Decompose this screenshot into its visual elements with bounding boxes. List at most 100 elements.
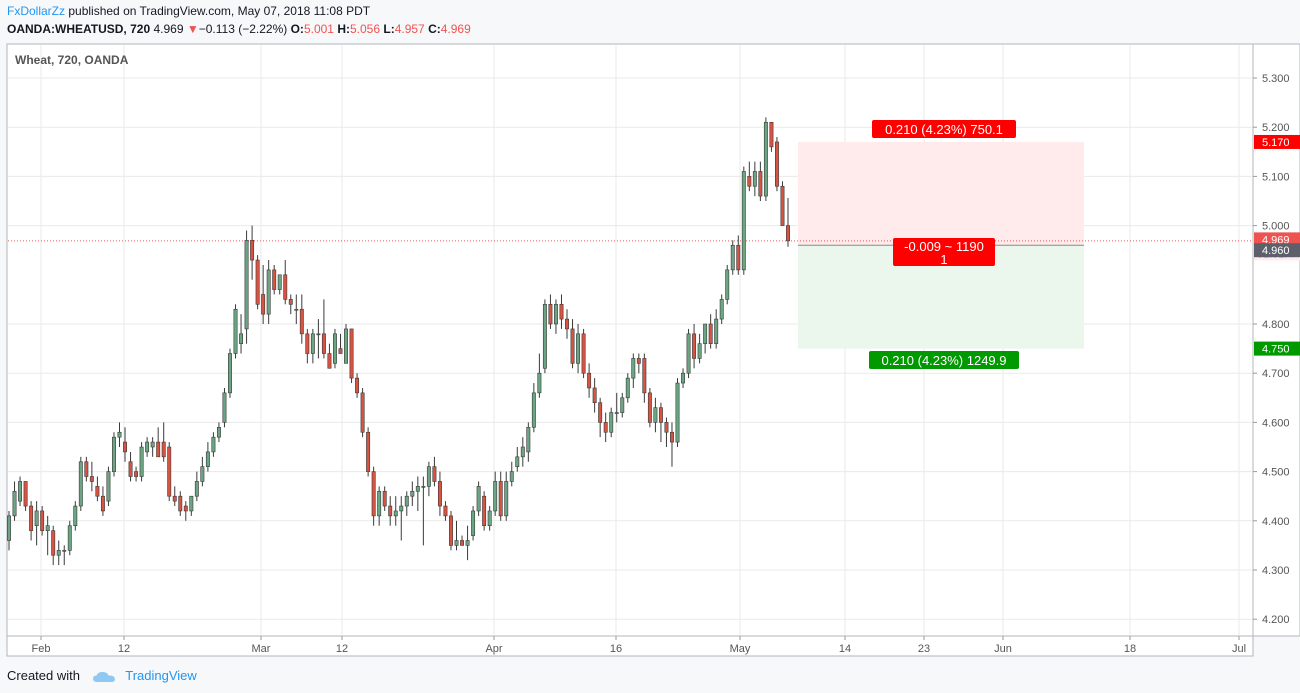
price-tick-label: 5.200 xyxy=(1262,122,1290,134)
candle-up xyxy=(117,431,122,438)
candle-up xyxy=(686,333,691,374)
stop-label-box xyxy=(869,351,1019,369)
candle-up xyxy=(12,490,17,517)
candle-down xyxy=(327,353,332,369)
candle-down xyxy=(161,441,166,458)
low-value: 4.957 xyxy=(394,22,425,36)
time-tick-label: 16 xyxy=(610,643,622,655)
time-tick-label: Mar xyxy=(252,643,271,655)
candle-down xyxy=(183,505,188,512)
candle-up xyxy=(78,461,83,507)
candle-down xyxy=(437,481,442,507)
candle-down xyxy=(178,495,183,512)
candle-up xyxy=(515,456,520,467)
candle-up xyxy=(277,274,282,290)
price-tick-label: 4.300 xyxy=(1262,565,1290,577)
candle-up xyxy=(216,427,221,438)
target-label-box xyxy=(872,120,1016,138)
publish-line: FxDollarZz published on TradingView.com,… xyxy=(7,4,370,18)
candle-up xyxy=(200,466,205,482)
candle-down xyxy=(565,318,569,330)
price-axis-labels: 5.300 5.200 5.100 5.000 4.800 4.700 4.600 4.500… xyxy=(1253,73,1290,626)
time-tick-label: Feb xyxy=(32,643,51,655)
candle-up xyxy=(725,269,730,300)
entry-price-tag-bg xyxy=(1254,243,1300,258)
last-price: 4.969 xyxy=(153,22,184,36)
candle-up xyxy=(537,372,542,394)
author-link[interactable]: FxDollarZz xyxy=(7,4,66,18)
current-price-tag-bg xyxy=(1254,232,1300,247)
candle-up xyxy=(719,299,724,320)
candle-down xyxy=(272,269,277,290)
candle-down xyxy=(84,461,89,477)
tradingview-brand-link[interactable]: TradingView xyxy=(125,668,197,683)
candle-up xyxy=(625,377,630,399)
candle-down xyxy=(642,358,647,394)
candle-up xyxy=(377,490,382,517)
candle-down xyxy=(255,259,260,305)
candle-up xyxy=(609,412,614,433)
close-label: C: xyxy=(428,22,441,36)
candle-up xyxy=(112,436,116,472)
candle-down xyxy=(758,171,763,197)
open-value: 5.001 xyxy=(303,22,334,36)
candle-up xyxy=(67,525,72,551)
candle-down xyxy=(603,422,608,433)
chart-title: Wheat, 720, OANDA xyxy=(15,53,129,67)
time-tick-label: 12 xyxy=(118,643,130,655)
candle-down xyxy=(460,540,464,546)
candle-down xyxy=(548,304,553,325)
candle-down xyxy=(156,441,161,458)
candle-down xyxy=(449,515,453,546)
candle-up xyxy=(553,304,558,325)
candle-down xyxy=(95,486,100,497)
candle-up xyxy=(614,412,619,414)
high-label: H: xyxy=(337,22,350,36)
candle-up xyxy=(509,471,514,482)
candle-down xyxy=(134,471,139,477)
candle-up xyxy=(471,510,476,536)
candle-up xyxy=(316,333,321,336)
time-tick-label: Jun xyxy=(994,643,1012,655)
candle-up xyxy=(18,481,23,502)
candle-up xyxy=(504,481,509,517)
candle-down xyxy=(261,294,266,315)
close-value: 4.969 xyxy=(440,22,471,36)
time-axis[interactable] xyxy=(6,635,1254,657)
candle-up xyxy=(244,240,249,330)
candle-up xyxy=(410,490,415,497)
high-value: 5.056 xyxy=(349,22,381,36)
candle-up xyxy=(62,550,67,552)
candle-up xyxy=(189,495,194,512)
time-tick-label: May xyxy=(730,643,751,655)
time-tick-label: 18 xyxy=(1124,643,1136,655)
candle-up xyxy=(620,397,625,413)
candle-down xyxy=(708,323,713,344)
candle-up xyxy=(310,333,315,354)
candle-up xyxy=(703,323,708,344)
candle-up xyxy=(542,304,547,369)
candle-down xyxy=(592,387,597,404)
time-tick-label: Apr xyxy=(485,643,502,655)
candle-down xyxy=(371,471,376,517)
candle-down xyxy=(321,333,326,354)
candle-down xyxy=(736,244,741,271)
candle-down xyxy=(570,328,575,364)
candle-down xyxy=(670,431,674,443)
candle-down xyxy=(647,392,652,423)
candle-down xyxy=(658,407,663,423)
candle-down xyxy=(559,304,564,320)
candle-up xyxy=(426,466,431,487)
time-axis-labels: Feb 12 Mar 12 Apr 16 May 14 23 Jun 18 Jul xyxy=(32,636,1246,655)
candle-up xyxy=(697,343,702,359)
candle-up xyxy=(752,171,757,187)
target-price-tag-bg xyxy=(1254,134,1300,149)
grid-lines xyxy=(8,45,1252,635)
candle-up xyxy=(56,550,61,556)
candle-down xyxy=(172,495,177,502)
candle-down xyxy=(786,225,790,242)
price-change: −0.113 (−2.22%) xyxy=(198,22,288,36)
candle-up xyxy=(239,333,243,344)
